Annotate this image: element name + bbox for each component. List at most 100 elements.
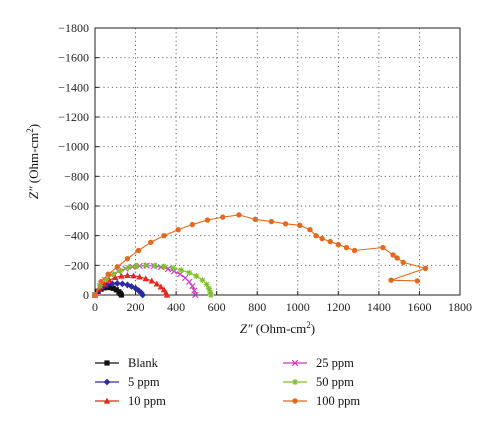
data-point-50-ppm (170, 265, 177, 272)
y-tick-label: −600 (64, 199, 89, 213)
data-series (91, 212, 429, 299)
data-point-100-ppm (343, 244, 350, 251)
data-point-50-ppm (205, 285, 212, 292)
y-tick-label: −1000 (58, 140, 89, 154)
legend-label: 100 ppm (316, 394, 360, 408)
data-point-25-ppm (176, 271, 184, 278)
data-point-100-ppm (319, 235, 325, 242)
data-point-100-ppm (390, 252, 396, 258)
y-axis-title-symbol: Z″ (26, 186, 41, 199)
data-point-100-ppm (105, 271, 111, 277)
y-axis-title-unit: (Ohm-cm (26, 133, 41, 187)
data-point-100-ppm (380, 244, 386, 251)
data-point-blank (110, 285, 116, 291)
data-point-100-ppm (236, 212, 242, 218)
series-50-ppm (92, 262, 214, 298)
data-point-100-ppm (92, 292, 98, 298)
x-tick-label: 1600 (407, 300, 431, 314)
data-point-100-ppm (252, 216, 258, 223)
legend-label: 25 ppm (316, 356, 354, 370)
data-point-5-ppm (113, 280, 121, 287)
x-axis-title-symbol: Z″ (240, 321, 253, 336)
legend-swatch-marker (103, 378, 111, 386)
data-point-50-ppm (110, 271, 117, 278)
legend-item-blank: Blank (95, 356, 159, 370)
data-point-10-ppm (124, 272, 131, 279)
y-tick-label: −400 (64, 229, 89, 243)
data-point-100-ppm (313, 232, 319, 239)
legend-item-50-ppm: 50 ppm (283, 375, 354, 389)
data-point-100-ppm (388, 277, 394, 283)
data-point-50-ppm (133, 263, 140, 270)
legend-item-5-ppm: 5 ppm (95, 375, 160, 389)
y-tick-label: −1800 (58, 21, 89, 35)
legend: Blank 5 ppm 10 ppm 25 ppm 50 ppm 100 ppm (95, 356, 360, 408)
data-point-5-ppm (128, 282, 135, 290)
data-point-10-ppm (157, 283, 165, 290)
y-tick-label: 0 (83, 288, 89, 302)
data-point-5-ppm (118, 280, 126, 288)
data-point-100-ppm (148, 239, 154, 246)
data-point-100-ppm (351, 247, 358, 254)
data-point-50-ppm (178, 267, 185, 274)
data-point-10-ppm (118, 272, 125, 279)
y-tick-label: −200 (64, 258, 89, 272)
data-point-50-ppm (203, 281, 210, 288)
data-point-10-ppm (153, 280, 161, 287)
data-point-100-ppm (268, 218, 275, 225)
x-tick-label: 800 (248, 300, 266, 314)
data-point-100-ppm (327, 238, 333, 245)
data-point-50-ppm (151, 262, 158, 269)
data-point-100-ppm (297, 222, 303, 228)
legend-label: 10 ppm (128, 394, 166, 408)
x-tick-label: 1200 (326, 300, 350, 314)
data-point-50-ppm (207, 289, 214, 296)
data-point-50-ppm (125, 264, 132, 271)
legend-swatch-marker (291, 359, 299, 367)
data-point-100-ppm (161, 232, 167, 239)
data-point-5-ppm (103, 281, 111, 289)
x-tick-label: 1000 (286, 300, 310, 314)
data-point-100-ppm (282, 221, 289, 227)
x-tick-label: 200 (127, 300, 145, 314)
x-tick-label: 1800 (448, 300, 472, 314)
data-point-50-ppm (97, 282, 104, 289)
plot-area-frame (94, 27, 461, 296)
data-point-100-ppm (394, 255, 400, 261)
data-point-100-ppm (335, 241, 342, 248)
legend-item-100-ppm: 100 ppm (283, 394, 360, 408)
y-axis-title: Z″ (Ohm-cm2) (25, 124, 41, 199)
legend-item-10-ppm: 10 ppm (95, 394, 166, 408)
legend-swatch-marker (103, 397, 111, 404)
data-point-100-ppm (98, 278, 104, 285)
data-point-50-ppm (117, 267, 124, 274)
data-point-50-ppm (160, 263, 167, 270)
y-tick-label: −1600 (58, 51, 89, 65)
x-tick-label: 600 (208, 300, 226, 314)
legend-swatch-marker (104, 360, 110, 366)
data-point-50-ppm (207, 292, 214, 298)
data-point-50-ppm (199, 277, 206, 284)
x-tick-label: 400 (167, 300, 185, 314)
data-point-100-ppm (114, 264, 121, 270)
data-point-10-ppm (136, 273, 143, 280)
data-point-10-ppm (100, 280, 108, 287)
x-axis-title-unit: (Ohm-cm (253, 321, 307, 336)
y-axis-title-sup: 2 (25, 128, 35, 133)
legend-label: 50 ppm (316, 375, 354, 389)
data-point-100-ppm (414, 278, 421, 284)
x-axis-title: Z″ (Ohm-cm2) (240, 320, 315, 336)
data-point-blank (113, 287, 119, 293)
data-point-50-ppm (193, 273, 200, 280)
y-tick-label: −800 (64, 169, 89, 183)
data-point-10-ppm (163, 291, 171, 298)
series-100-ppm (92, 212, 429, 298)
data-point-25-ppm (189, 282, 196, 290)
grid-lines (95, 28, 460, 295)
data-point-100-ppm (422, 265, 429, 271)
legend-label: Blank (128, 356, 159, 370)
data-point-100-ppm (189, 221, 196, 228)
data-point-5-ppm (124, 281, 131, 289)
series-line-100-ppm (94, 214, 428, 296)
